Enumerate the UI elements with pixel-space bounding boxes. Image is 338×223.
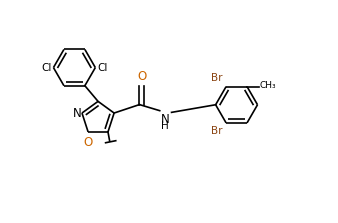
Text: Br: Br (211, 73, 223, 83)
Text: Cl: Cl (41, 63, 52, 72)
Text: Br: Br (211, 126, 223, 136)
Text: O: O (83, 136, 93, 149)
Text: N: N (73, 107, 81, 120)
Text: Cl: Cl (97, 63, 107, 72)
Text: N: N (161, 113, 170, 126)
Text: CH₃: CH₃ (260, 81, 276, 90)
Text: O: O (137, 70, 146, 83)
Text: H: H (161, 121, 169, 131)
